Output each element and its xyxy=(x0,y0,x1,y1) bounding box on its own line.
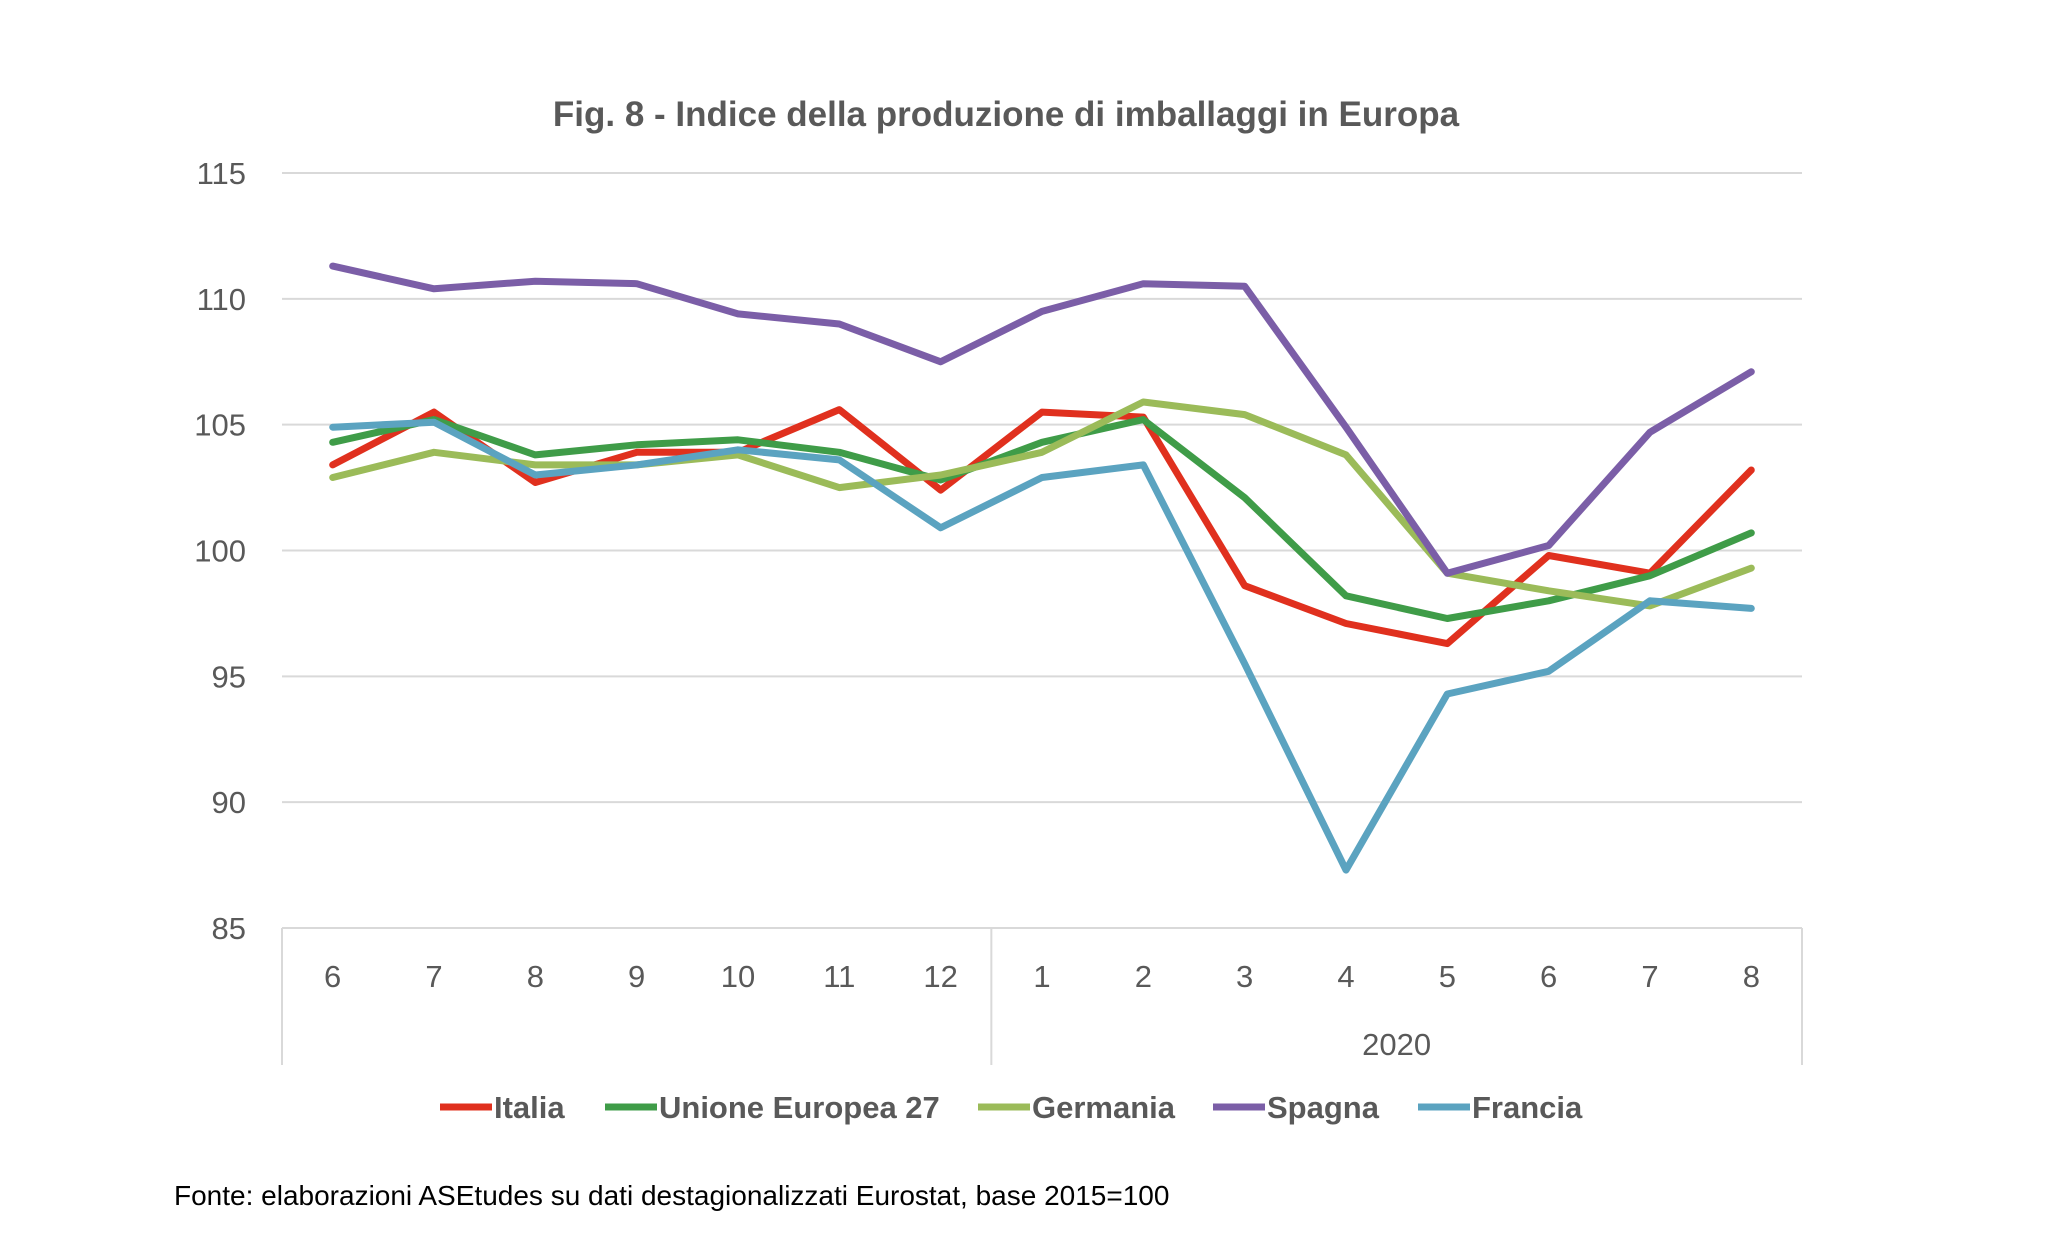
x-tick-label: 5 xyxy=(1439,959,1456,994)
series-lines xyxy=(329,262,1755,874)
gridlines xyxy=(282,172,1802,929)
y-tick-label: 100 xyxy=(194,534,246,569)
x-tick-label: 6 xyxy=(1540,959,1557,994)
x-tick-label: 9 xyxy=(628,959,645,994)
y-tick-label: 110 xyxy=(197,282,246,317)
x-tick-label: 2 xyxy=(1135,959,1152,994)
y-tick-label: 115 xyxy=(197,156,246,191)
series-line-1 xyxy=(329,416,1755,622)
y-tick-label: 85 xyxy=(212,911,246,946)
x-tick-label: 8 xyxy=(1743,959,1760,994)
x-tick-label: 6 xyxy=(324,959,341,994)
x-group-label: 2020 xyxy=(1362,1027,1431,1062)
x-tick-label: 7 xyxy=(1641,959,1658,994)
y-tick-label: 95 xyxy=(212,659,246,694)
x-tick-label: 4 xyxy=(1337,959,1354,994)
legend-label: Francia xyxy=(1472,1090,1583,1125)
y-tick-label: 105 xyxy=(194,408,246,443)
x-tick-label: 3 xyxy=(1236,959,1253,994)
series-line-4 xyxy=(329,418,1755,874)
source-note: Fonte: elaborazioni ASEtudes su dati des… xyxy=(174,1180,1170,1211)
legend-label: Italia xyxy=(494,1090,565,1125)
x-tick-label: 12 xyxy=(923,959,957,994)
x-tick-label: 11 xyxy=(823,959,855,994)
y-tick-label: 90 xyxy=(212,785,246,820)
x-tick-label: 7 xyxy=(425,959,442,994)
x-tick-label: 10 xyxy=(721,959,755,994)
legend-label: Germania xyxy=(1032,1090,1176,1125)
chart-title: Fig. 8 - Indice della produzione di imba… xyxy=(553,95,1460,134)
x-tick-label: 8 xyxy=(527,959,544,994)
series-line-2 xyxy=(329,398,1755,610)
legend: Italia Unione Europea 27 Germania Spagna Fra… xyxy=(440,1090,1583,1125)
legend-label: Spagna xyxy=(1267,1090,1380,1125)
legend-label: Unione Europea 27 xyxy=(659,1090,940,1125)
series-line-3 xyxy=(329,262,1755,577)
y-axis-ticks: 85 90 95 100 105 110 115 xyxy=(194,156,246,946)
x-tick-label: 1 xyxy=(1033,959,1050,994)
